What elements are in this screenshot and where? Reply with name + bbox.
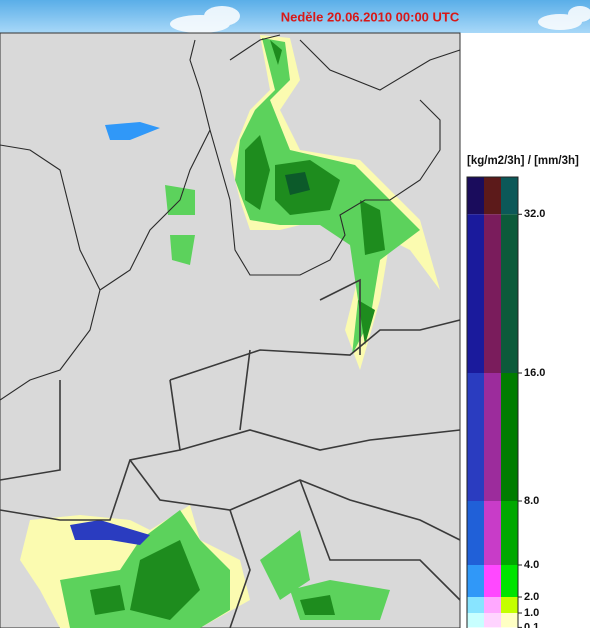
tick-label: 1.0 — [524, 607, 539, 619]
precipitation — [20, 35, 440, 628]
color-band — [484, 214, 501, 373]
color-band — [501, 373, 518, 501]
color-band — [467, 565, 484, 597]
tick-label: 8.0 — [524, 495, 539, 507]
borders — [0, 34, 461, 628]
title: Neděle 20.06.2010 00:00 UTC — [281, 9, 460, 24]
color-bar-frame — [466, 176, 519, 628]
color-band — [484, 613, 501, 628]
color-band — [484, 177, 501, 215]
banner — [0, 0, 590, 33]
tick-label: 16.0 — [524, 367, 545, 379]
color-band — [484, 597, 501, 613]
color-band — [467, 613, 484, 628]
color-band — [467, 373, 484, 501]
color-band — [501, 565, 518, 597]
tick-label: 0.1 — [524, 621, 539, 628]
clouds — [170, 6, 590, 33]
legend-unit: [kg/m2/3h] / [mm/3h] — [467, 155, 579, 167]
tick-label: 2.0 — [524, 591, 539, 603]
color-band — [501, 177, 518, 215]
color-band — [467, 501, 484, 565]
tick-label: 4.0 — [524, 559, 539, 571]
color-band — [484, 373, 501, 501]
color-band — [501, 613, 518, 628]
color-band — [467, 597, 484, 613]
color-band — [467, 177, 484, 215]
color-band — [467, 214, 484, 373]
color-band — [501, 214, 518, 373]
tick-label: 32.0 — [524, 208, 545, 220]
color-band — [501, 597, 518, 613]
color-band — [484, 501, 501, 565]
color-band — [501, 501, 518, 565]
color-band — [484, 565, 501, 597]
